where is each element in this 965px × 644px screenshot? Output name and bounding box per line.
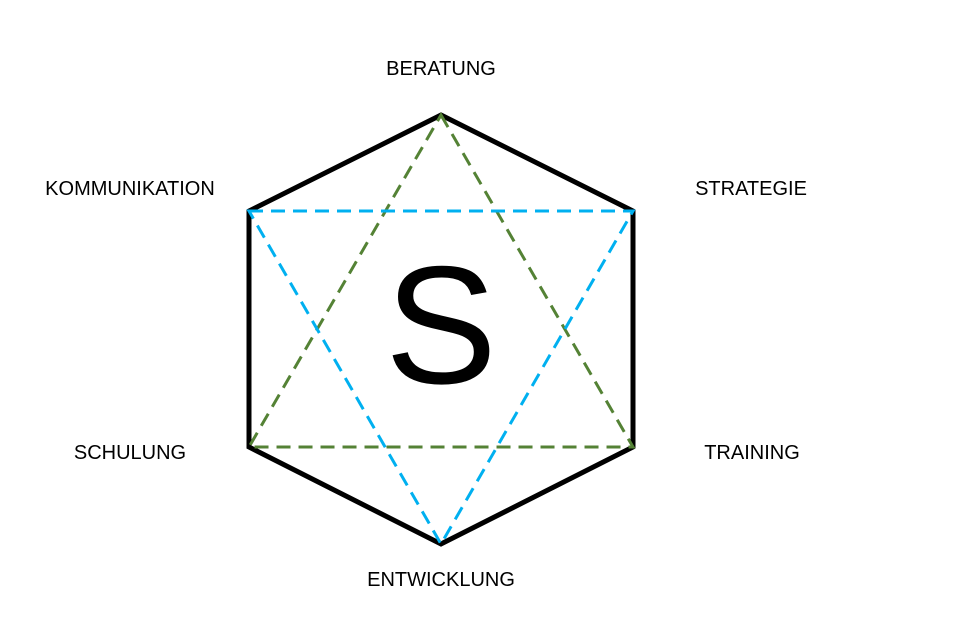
label-beratung: BERATUNG [386, 58, 496, 80]
center-letter: S [384, 231, 498, 419]
label-schulung: SCHULUNG [73, 442, 187, 464]
label-training: TRAINING [704, 442, 800, 464]
label-kommunikation: KOMMUNIKATION [45, 178, 215, 200]
label-entwicklung: ENTWICKLUNG [367, 569, 515, 591]
triangle-down-dashed [246, 209, 636, 548]
triangle-up-dashed [246, 112, 636, 449]
label-strategie: STRATEGIE [695, 178, 807, 200]
